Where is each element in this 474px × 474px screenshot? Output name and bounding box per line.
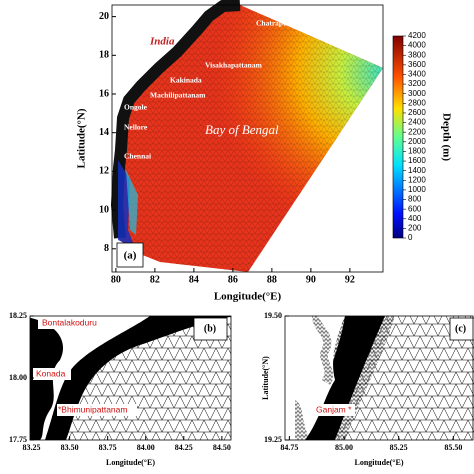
x-axis-label: Longitude(°E) (355, 458, 404, 467)
x-tick-label: 83.50 (61, 443, 79, 452)
mesh-domain (110, 0, 383, 272)
place-label: Puri (258, 7, 272, 16)
colorbar-tick-label: 3200 (408, 79, 426, 88)
y-tick-label: 8 (104, 243, 109, 254)
x-tick-label: 83.75 (99, 443, 117, 452)
y-tick-label: 14 (99, 127, 109, 138)
x-tick-label: 83.25 (23, 443, 41, 452)
mesh-detail (30, 316, 231, 440)
place-label: Machilipattanam (150, 91, 206, 100)
panel-label-box (193, 317, 228, 341)
place-label: Chennai (124, 152, 151, 161)
y-tick-label: 17.75 (9, 435, 27, 444)
colorbar-tick-label: 3800 (408, 50, 426, 59)
place-label: Chatrapur (256, 19, 291, 28)
place-label-box (38, 316, 116, 329)
y-tick-label: 10 (99, 204, 109, 215)
place-label-box (57, 404, 137, 416)
place-label: Bay of Bengal (205, 122, 279, 137)
colorbar-tick-label: 1800 (408, 147, 426, 156)
x-tick-label: 84.00 (137, 443, 155, 452)
place-label: Visakhapattanam (205, 61, 263, 70)
x-tick-label: 92 (345, 274, 355, 285)
colorbar-tick-label: 3600 (408, 60, 426, 69)
colorbar-tick-label: 1200 (408, 175, 426, 184)
panel-label: (a) (124, 250, 137, 262)
axes-frame (284, 315, 474, 441)
colorbar-tick-label: 3000 (408, 89, 426, 98)
colorbar-tick-label: 2000 (408, 137, 426, 146)
y-tick-label: 16 (99, 88, 109, 99)
panel-label-box (116, 242, 144, 268)
x-tick-label: 88 (267, 274, 277, 285)
y-tick-label: 19.50 (264, 311, 282, 320)
place-label: Kakinada (170, 76, 202, 85)
axes-frame (111, 4, 384, 273)
place-label: Konada (36, 368, 66, 378)
panel-label: (c) (455, 323, 466, 334)
colorbar-tick-label: 2400 (408, 118, 426, 127)
mesh-detail (285, 316, 474, 440)
panel-label: (b) (204, 323, 216, 334)
colorbar-tick-label: 2200 (408, 127, 426, 136)
x-axis-label: Longitude(°E) (214, 291, 282, 303)
y-tick-label: 18 (99, 50, 109, 61)
colorbar-tick-label: 2800 (408, 98, 426, 107)
place-label: Ganjam * (316, 404, 352, 414)
y-tick-label: 18.00 (9, 373, 27, 382)
colorbar-tick-label: 1000 (408, 185, 426, 194)
x-tick-label: 84.50 (213, 443, 231, 452)
x-tick-label: 85.50 (444, 443, 462, 452)
x-tick-label: 80 (111, 274, 121, 285)
place-label: *Bhimunipattanam (58, 404, 127, 414)
y-axis-label: Latitude(°N) (261, 356, 270, 400)
y-tick-label: 18.25 (9, 311, 27, 320)
place-label-box (313, 404, 355, 416)
panel-label-box (449, 317, 474, 341)
place-label: India (149, 36, 175, 48)
x-tick-label: 84.75 (280, 443, 298, 452)
x-tick-label: 84.25 (175, 443, 193, 452)
colorbar-tick-label: 400 (408, 214, 422, 223)
place-label: Nellore (124, 123, 148, 132)
colorbar-label: Depth (m) (440, 113, 452, 161)
colorbar-tick-label: 1400 (408, 166, 426, 175)
x-tick-label: 82 (150, 274, 160, 285)
x-tick-label: 86 (228, 274, 238, 285)
y-axis-label: Latitude(°N) (76, 108, 88, 168)
colorbar-tick-label: 600 (408, 204, 422, 213)
x-axis-label: Longitude(°E) (106, 458, 155, 467)
colorbar-tick-label: 0 (408, 233, 413, 242)
place-labels: India Puri Chatrapur Visakhapattanam Kak… (124, 7, 291, 161)
colorbar-tick-label: 200 (408, 223, 422, 232)
colorbar-tick-label: 3400 (408, 70, 426, 79)
y-tick-label: 20 (99, 11, 109, 22)
colorbar-tick-label: 800 (408, 195, 422, 204)
y-tick-label: 12 (99, 166, 109, 177)
y-tick-label: 19.25 (264, 435, 282, 444)
x-tick-label: 85.00 (335, 443, 353, 452)
x-tick-label: 85.25 (390, 443, 408, 452)
place-label: Ongole (124, 103, 148, 112)
colorbar-tick-label: 4200 (408, 31, 426, 40)
colorbar-tick-label: 1600 (408, 156, 426, 165)
place-label: Bontalakoduru (42, 317, 97, 327)
colorbar (392, 35, 404, 239)
colorbar-tick-label: 2600 (408, 108, 426, 117)
colorbar-tick-label: 4000 (408, 41, 426, 50)
x-tick-label: 84 (189, 274, 199, 285)
place-label-box (33, 368, 71, 380)
x-tick-label: 90 (306, 274, 316, 285)
